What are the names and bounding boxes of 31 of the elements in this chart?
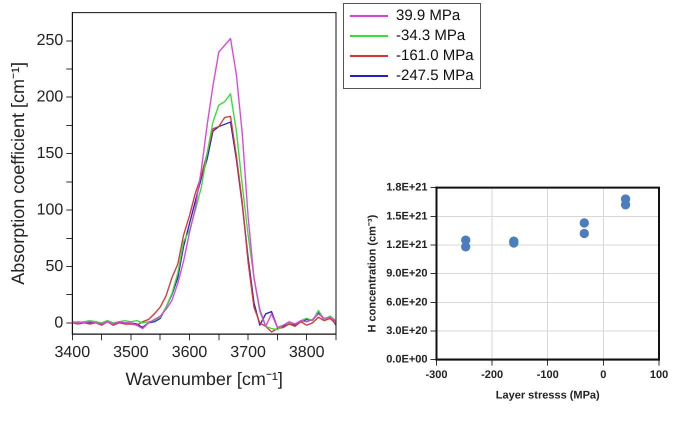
y-tick-label: 6.0E+20	[386, 296, 428, 308]
y-tick-label: 100	[36, 201, 64, 218]
legend-label: 39.9 MPa	[396, 7, 460, 24]
x-tick-label: 3400	[54, 344, 90, 362]
x-tick-label: -200	[481, 369, 504, 382]
legend-label: -161.0 MPa	[396, 47, 474, 64]
y-tick-label: 3.0E+20	[386, 324, 428, 337]
y-tick-label: 0	[54, 314, 64, 332]
x-axis-title: Layer stresss (MPa)	[496, 389, 600, 402]
x-tick-label: 3800	[288, 344, 325, 362]
y-tick-label: 1.5E+21	[386, 210, 428, 222]
x-tick-label: 0	[600, 369, 606, 382]
legend-label: -34.3 MPa	[396, 27, 466, 44]
x-tick-label: 100	[650, 369, 668, 382]
y-tick-label: 200	[36, 88, 64, 106]
y-axis-title: Absorption coefficient [cm⁻¹]	[8, 62, 28, 285]
legend-label: -247.5 MPa	[396, 67, 474, 84]
y-tick-label: 9.0E+20	[386, 268, 428, 280]
y-tick-label: 150	[36, 145, 64, 162]
y-tick-label: 1.8E+21	[386, 182, 428, 194]
y-tick-label: 1.2E+21	[386, 238, 428, 251]
x-tick-label: 3500	[113, 344, 149, 362]
x-axis-title: Wavenumber [cm⁻¹]	[125, 369, 283, 390]
x-tick-label: 3700	[230, 344, 266, 362]
y-tick-label: 0.0E+00	[386, 354, 428, 366]
y-tick-label: 50	[46, 258, 64, 275]
x-tick-label: 3600	[172, 344, 208, 362]
x-tick-label: -100	[536, 369, 559, 382]
x-tick-label: -300	[425, 369, 448, 382]
y-tick-label: 250	[36, 32, 64, 50]
y-axis-title: H concentration (cm⁻³)	[366, 214, 379, 332]
